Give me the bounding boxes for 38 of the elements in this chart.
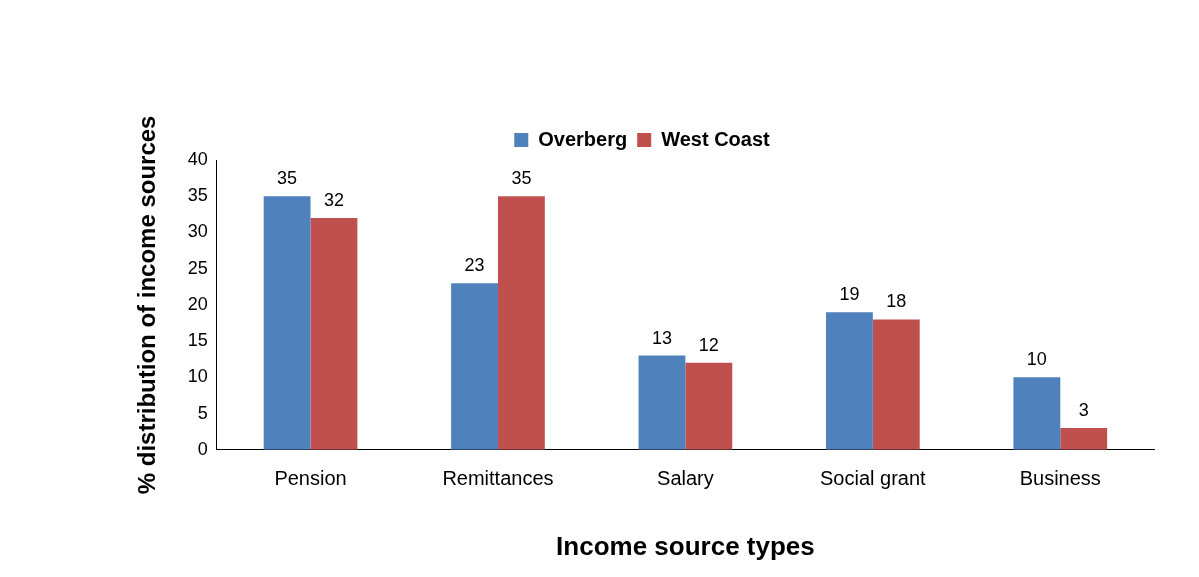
x-tick-label: Social grant bbox=[820, 467, 927, 490]
y-tick-label: 5 bbox=[197, 402, 208, 423]
bar bbox=[1060, 428, 1108, 450]
data-label: 3 bbox=[1078, 400, 1089, 421]
y-tick-label: 35 bbox=[187, 185, 208, 206]
data-label: 12 bbox=[698, 334, 719, 355]
bar bbox=[263, 196, 311, 450]
y-axis-title: % distribution of income sources bbox=[133, 115, 161, 495]
x-tick-label: Salary bbox=[657, 467, 714, 490]
y-tick-label: 0 bbox=[197, 438, 208, 459]
y-tick-label: 25 bbox=[187, 257, 208, 278]
y-tick-label: 40 bbox=[187, 148, 208, 169]
data-label: 19 bbox=[839, 284, 860, 305]
legend-label: Overberg bbox=[538, 127, 628, 150]
data-label: 10 bbox=[1026, 349, 1047, 370]
data-label: 23 bbox=[464, 255, 485, 276]
data-label: 18 bbox=[886, 291, 907, 312]
y-tick-label: 30 bbox=[187, 221, 208, 242]
bar bbox=[310, 217, 358, 450]
data-label: 32 bbox=[323, 189, 344, 210]
y-tick-label: 10 bbox=[187, 366, 208, 387]
bar bbox=[497, 196, 545, 450]
data-label: 35 bbox=[511, 168, 532, 189]
bar bbox=[638, 355, 686, 450]
x-tick-label: Remittances bbox=[442, 467, 554, 490]
legend-label: West Coast bbox=[661, 127, 771, 150]
x-tick-label: Pension bbox=[274, 467, 347, 490]
bar bbox=[1013, 377, 1061, 450]
bar bbox=[451, 283, 498, 450]
x-axis-title: Income source types bbox=[556, 530, 815, 561]
data-label: 13 bbox=[651, 327, 672, 348]
bar bbox=[685, 362, 733, 450]
data-label: 35 bbox=[277, 168, 298, 189]
x-tick-label: Business bbox=[1019, 467, 1101, 490]
bar bbox=[872, 319, 920, 450]
y-tick-label: 20 bbox=[187, 293, 208, 314]
bar bbox=[825, 312, 873, 450]
y-tick-label: 15 bbox=[187, 330, 208, 351]
